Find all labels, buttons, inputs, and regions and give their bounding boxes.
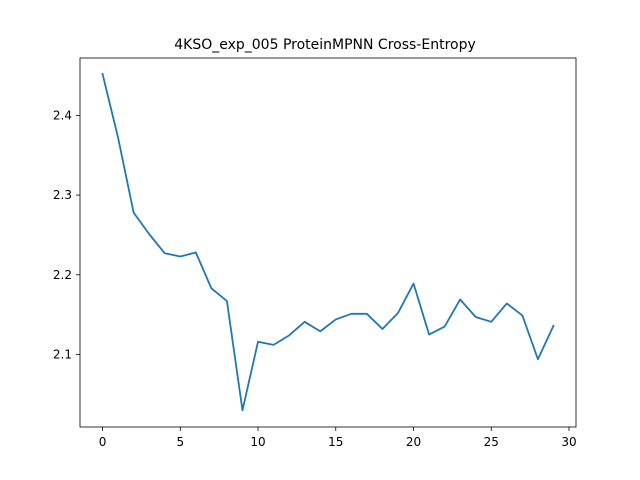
y-axis-ticks: 2.1 2.2 2.3 2.4 [53,108,80,361]
y-tick-label: 2.1 [53,347,72,361]
x-tick-label: 15 [328,435,343,449]
x-tick-label: 5 [176,435,184,449]
series-line [101,72,555,412]
plot-frame [79,57,577,428]
y-tick-label: 2.3 [53,188,72,202]
x-tick-label: 20 [406,435,421,449]
y-tick-label: 2.4 [53,108,72,122]
x-tick-label: 25 [484,435,499,449]
y-tick-label: 2.2 [53,268,72,282]
x-tick-label: 30 [561,435,576,449]
x-axis-ticks: 0 5 10 15 20 25 30 [99,427,577,449]
x-tick-label: 0 [99,435,107,449]
plot-area [101,72,555,412]
x-tick-label: 10 [250,435,265,449]
chart-title: 4KSO_exp_005 ProteinMPNN Cross-Entropy [174,37,476,53]
